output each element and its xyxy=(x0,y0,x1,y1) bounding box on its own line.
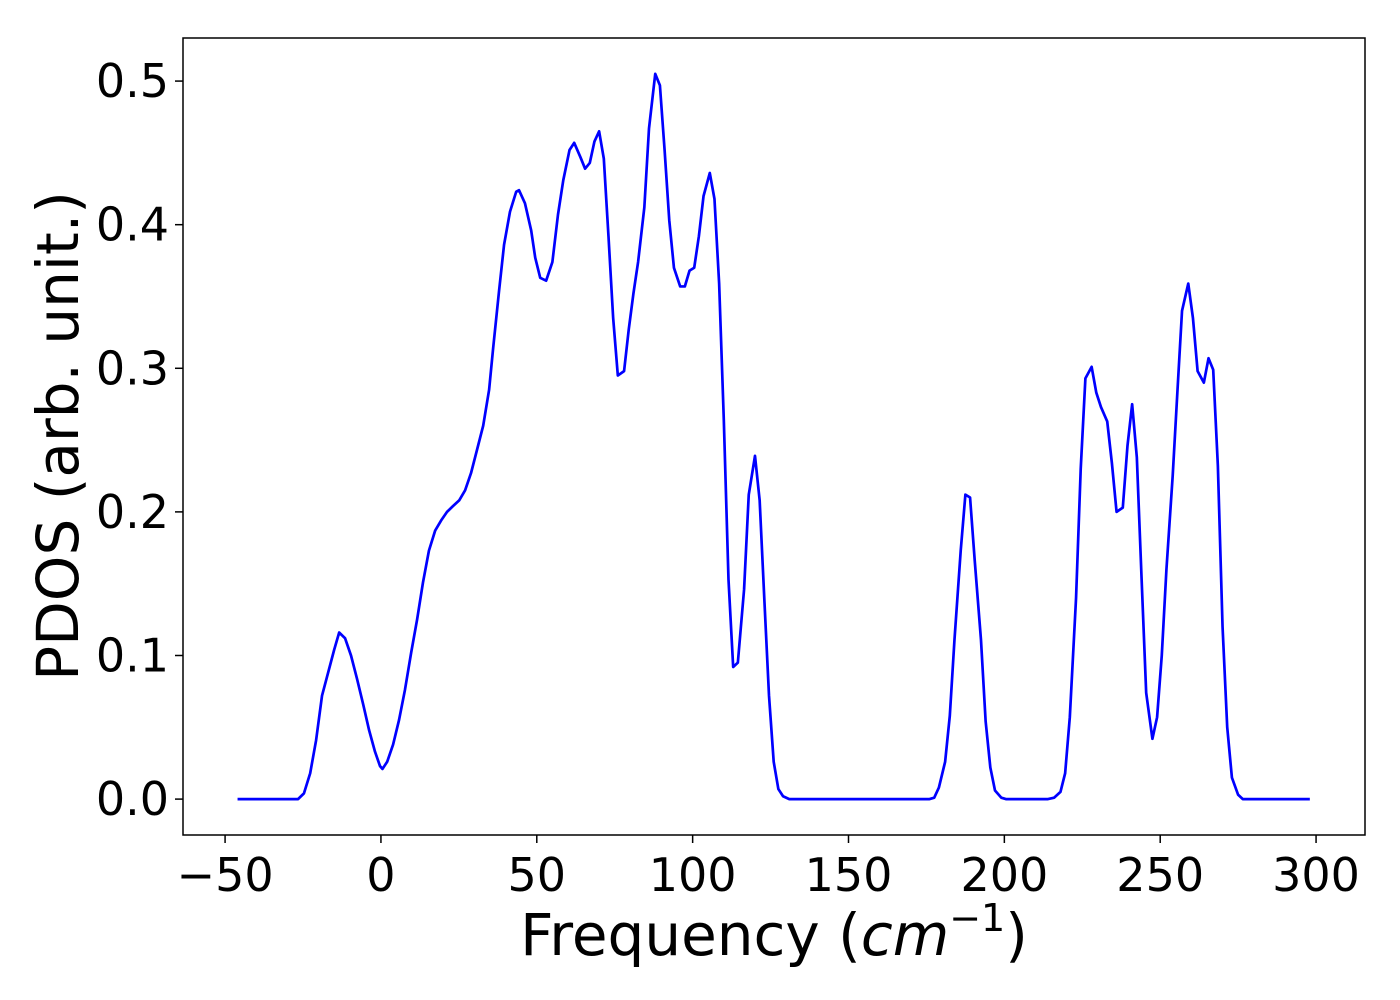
y-tick-label: 0.0 xyxy=(96,772,169,826)
data-line xyxy=(237,72,1310,801)
x-tick-label: 300 xyxy=(1272,848,1360,902)
x-tick-label: 250 xyxy=(1116,848,1204,902)
x-tick-label: 50 xyxy=(508,848,567,902)
x-axis-label: Frequency (cm−1) xyxy=(520,896,1028,969)
y-tick-label: 0.3 xyxy=(96,341,169,395)
x-tick-label: −50 xyxy=(177,848,274,902)
y-tick-label: 0.5 xyxy=(96,54,169,108)
x-label-text: Frequency ( xyxy=(520,901,861,969)
x-label-sup: −1 xyxy=(949,896,1005,940)
x-label-close: ) xyxy=(1005,901,1028,969)
plot-frame xyxy=(182,37,1366,836)
x-tick-label: 0 xyxy=(366,848,395,902)
y-tick-label: 0.2 xyxy=(96,485,169,539)
x-tick-label: 100 xyxy=(649,848,737,902)
y-tick-label: 0.1 xyxy=(96,628,169,682)
y-axis-label: PDOS (arb. unit.) xyxy=(24,191,92,681)
x-label-math: cm xyxy=(861,901,949,969)
x-tick-label: 150 xyxy=(805,848,893,902)
y-tick-label: 0.4 xyxy=(96,198,169,252)
x-tick-label: 200 xyxy=(960,848,1048,902)
